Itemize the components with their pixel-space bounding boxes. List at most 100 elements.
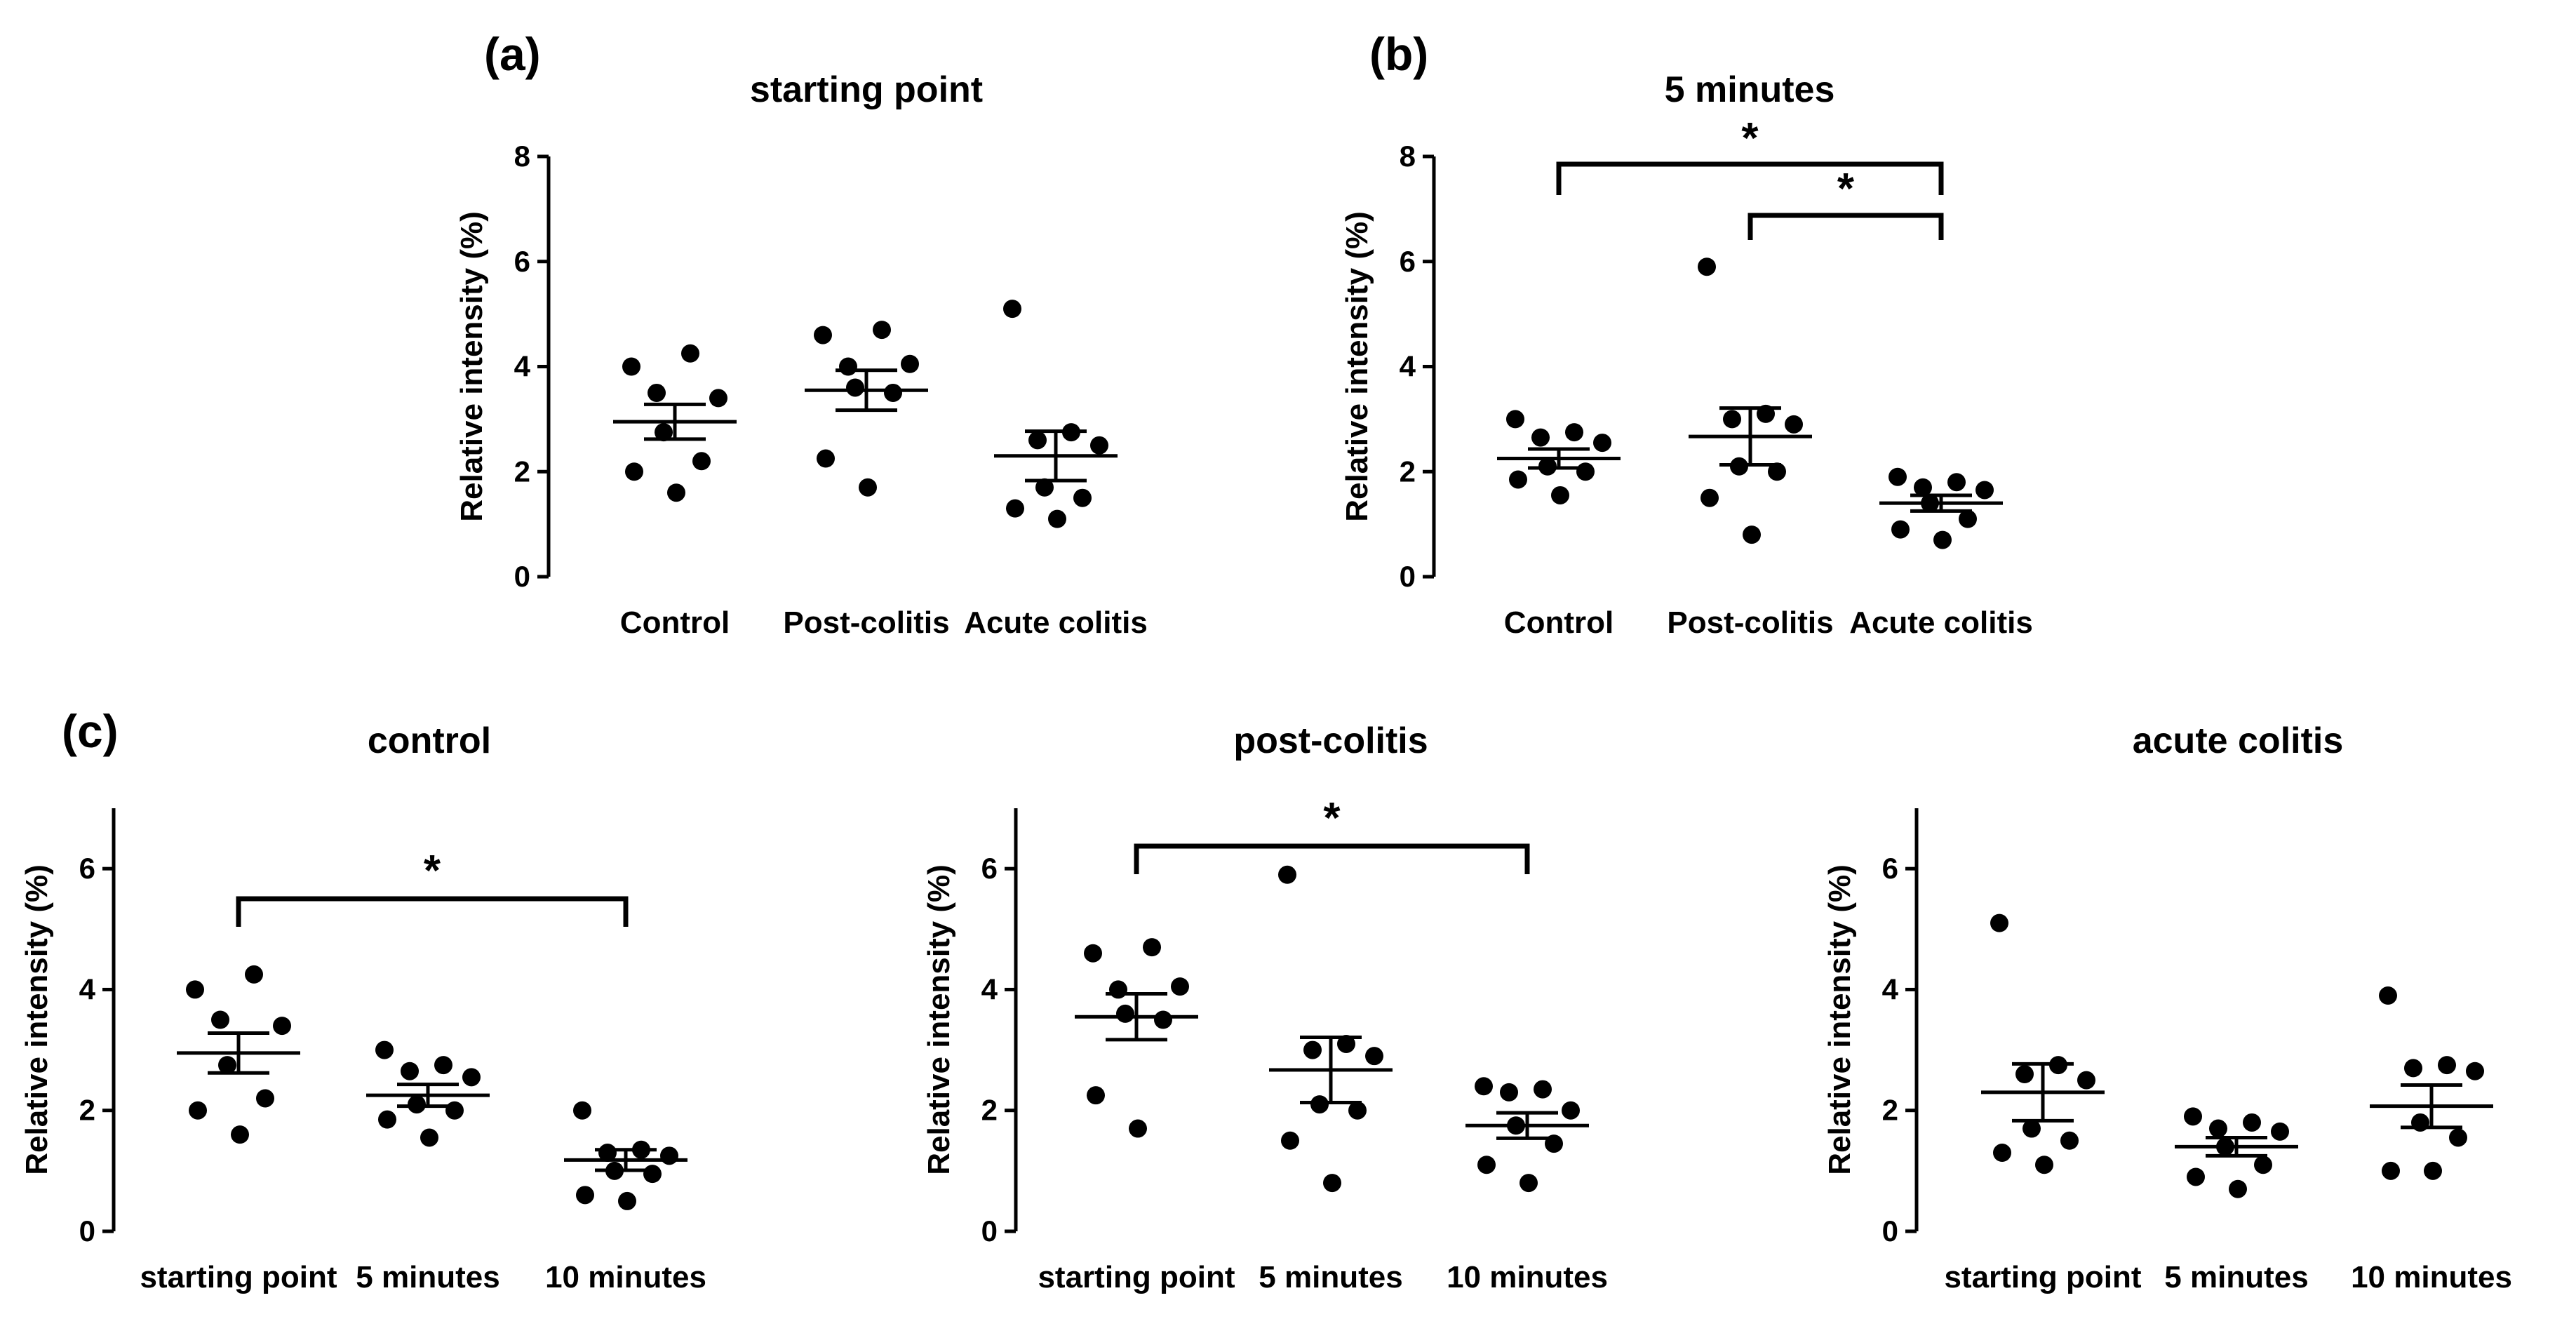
data-point (1028, 431, 1047, 450)
data-point (211, 1010, 229, 1029)
data-point (1323, 1174, 1341, 1193)
data-point (1303, 1040, 1322, 1059)
data-point (1520, 1174, 1538, 1193)
y-tick-label: 0 (79, 1214, 95, 1247)
y-tick-label: 2 (79, 1094, 95, 1127)
data-point (1048, 509, 1066, 528)
data-point (1073, 488, 1092, 507)
y-axis-label: Relative intensity (%) (455, 211, 489, 522)
data-point (378, 1110, 396, 1129)
data-point (1337, 1034, 1355, 1053)
data-point (1593, 434, 1611, 453)
y-axis-label: Relative intensity (%) (1340, 211, 1374, 522)
data-point (445, 1101, 464, 1120)
data-point (434, 1056, 452, 1075)
data-point (1933, 530, 1952, 549)
significance-bracket (1134, 843, 1530, 874)
data-point (1278, 865, 1296, 884)
chart-title: control (368, 721, 491, 761)
x-category-label: Control (1504, 605, 1614, 640)
data-point (681, 344, 699, 363)
data-point (2466, 1062, 2484, 1080)
data-point (1310, 1095, 1329, 1114)
data-point (576, 1186, 594, 1205)
data-point (420, 1128, 438, 1147)
chart-3: control Relative intensity (%) 0 2 4 6 startin… (20, 721, 706, 1294)
data-point (1003, 300, 1021, 319)
data-point (401, 1062, 419, 1080)
y-axis-label: Relative intensity (%) (20, 864, 54, 1175)
data-point (643, 1165, 662, 1184)
y-tick-label: 4 (1400, 350, 1416, 383)
significance-label: * (424, 847, 441, 895)
data-point (655, 423, 673, 442)
x-category-label: 5 minutes (2164, 1260, 2308, 1294)
data-point (667, 483, 685, 502)
y-tick-label: 4 (1882, 972, 1899, 1005)
data-point (1975, 481, 1994, 500)
data-point (2449, 1128, 2467, 1147)
data-point (462, 1068, 481, 1087)
data-point (1090, 436, 1108, 455)
y-tick-label: 0 (1400, 560, 1416, 593)
data-point (2424, 1161, 2442, 1180)
panel-label-c: (c) (62, 705, 119, 757)
data-point (1889, 467, 1907, 486)
x-category-label: Control (620, 605, 730, 640)
panel-label-a: (a) (484, 28, 541, 80)
data-point (2209, 1119, 2227, 1138)
x-category-label: 10 minutes (1447, 1260, 1608, 1294)
data-point (1281, 1131, 1299, 1150)
x-category-label: 10 minutes (545, 1260, 706, 1294)
x-category-label: starting point (1038, 1260, 1235, 1294)
data-point (2015, 1065, 2034, 1084)
chart-4: post-colitis Relative intensity (%) 0 2 4 6 st… (922, 721, 1608, 1294)
data-point (884, 383, 902, 402)
data-point (901, 354, 919, 373)
data-point (186, 980, 204, 999)
data-point (573, 1101, 591, 1120)
significance-label: * (1741, 114, 1759, 163)
y-tick-label: 8 (1400, 140, 1416, 173)
data-point (1477, 1156, 1496, 1174)
data-point (2254, 1156, 2272, 1174)
y-tick-label: 0 (514, 560, 530, 593)
y-tick-label: 0 (981, 1214, 998, 1247)
y-tick-label: 6 (1882, 852, 1898, 885)
y-axis-label: Relative intensity (%) (922, 864, 956, 1175)
data-point (692, 452, 711, 471)
data-point (618, 1191, 636, 1210)
data-point (1565, 423, 1583, 442)
chart-1: starting point Relative intensity (%) 0 2 4 6… (455, 69, 1148, 640)
data-point (1129, 1119, 1147, 1138)
data-point (2229, 1179, 2247, 1198)
data-point (1348, 1101, 1367, 1120)
data-point (1109, 980, 1127, 999)
data-point (1723, 410, 1741, 429)
data-point (625, 462, 643, 481)
data-point (1534, 1080, 1552, 1099)
data-point (859, 478, 877, 497)
data-point (2060, 1131, 2079, 1150)
data-point (1576, 462, 1595, 481)
data-point (2379, 986, 2397, 1005)
data-point (408, 1095, 426, 1114)
y-tick-label: 4 (514, 350, 531, 383)
y-tick-label: 2 (1882, 1094, 1898, 1127)
data-point (1990, 913, 2008, 932)
data-point (1084, 944, 1102, 963)
chart-2: 5 minutes Relative intensity (%) 0 2 4 6 8 Cont… (1340, 69, 2033, 640)
data-point (1154, 1010, 1172, 1029)
data-point (2187, 1167, 2205, 1186)
data-point (1562, 1101, 1580, 1120)
data-point (189, 1101, 207, 1120)
data-point (1171, 977, 1189, 996)
data-point (1006, 499, 1024, 518)
data-point (1365, 1047, 1383, 1066)
data-point (1475, 1077, 1493, 1096)
y-tick-label: 2 (1400, 455, 1416, 488)
data-point (2404, 1059, 2422, 1078)
data-point (1143, 938, 1161, 957)
chart-title: acute colitis (2133, 721, 2344, 761)
data-point (1959, 509, 1977, 528)
